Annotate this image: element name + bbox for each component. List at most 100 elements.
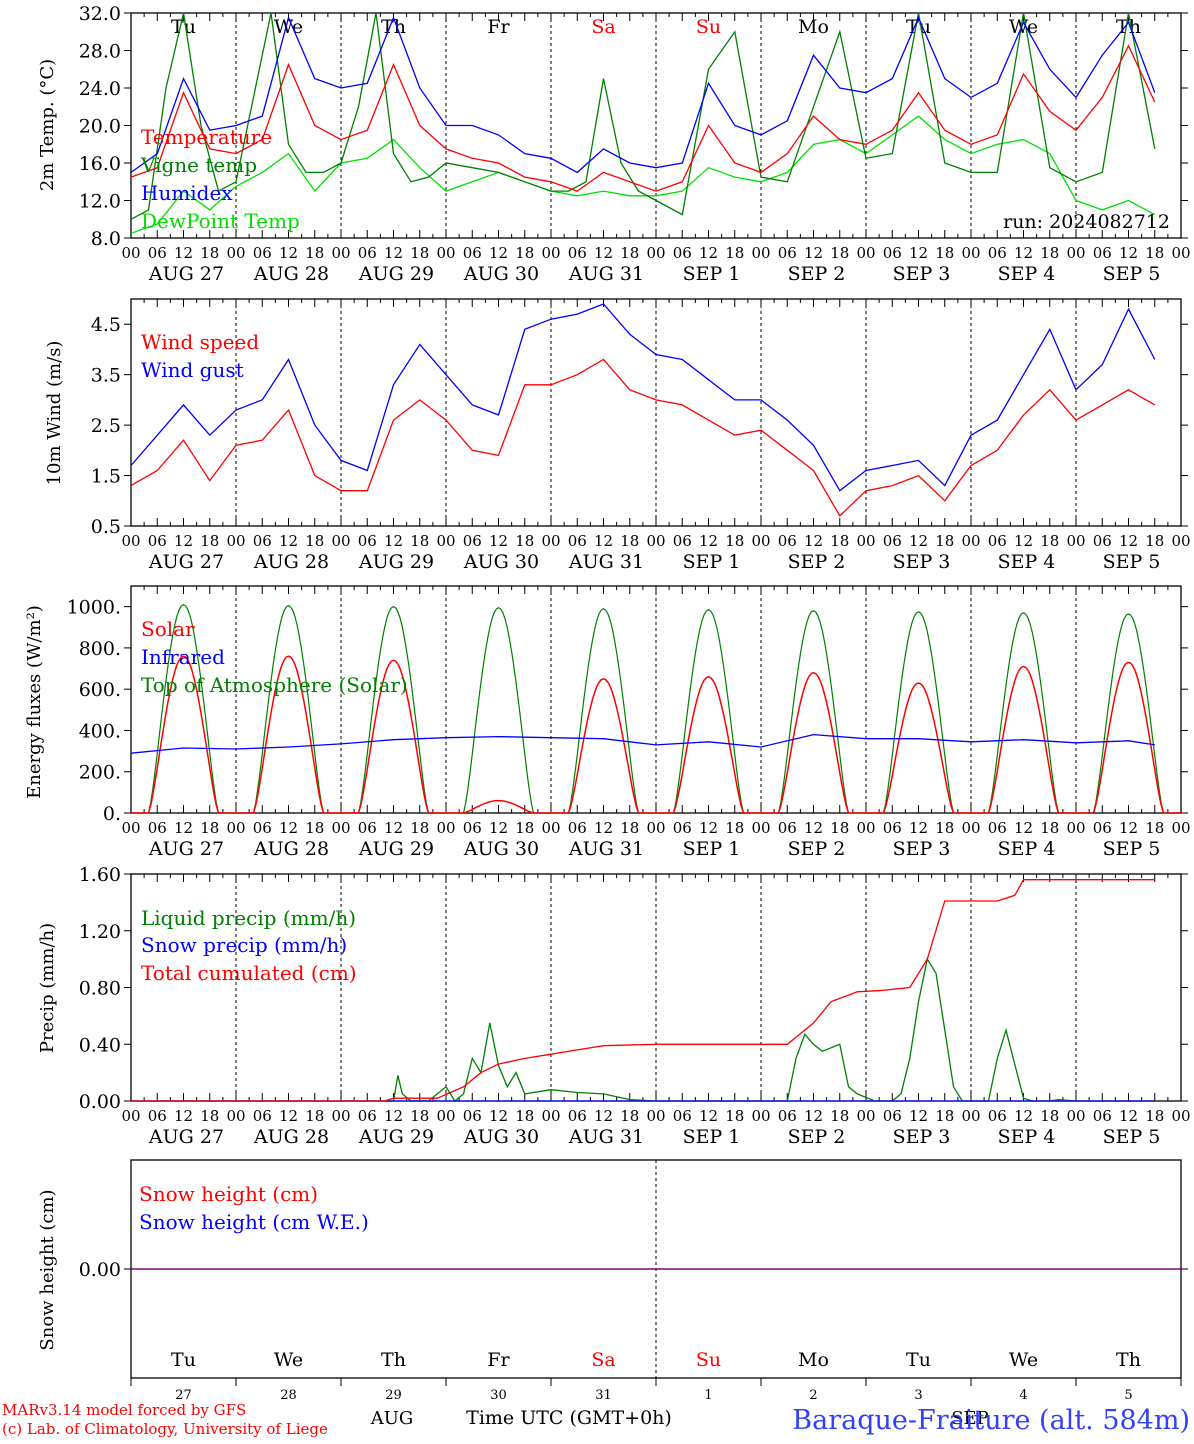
hour-label: 00 <box>436 532 455 550</box>
hour-label: 12 <box>1014 1107 1033 1125</box>
day-number: 28 <box>280 1388 297 1403</box>
hour-label: 06 <box>988 1107 1007 1125</box>
hour-label: 00 <box>121 244 140 262</box>
date-label: AUG 27 <box>148 263 224 285</box>
hour-label: 00 <box>541 532 560 550</box>
date-label: SEP 3 <box>893 838 951 860</box>
hour-label: 00 <box>436 1107 455 1125</box>
month-sep: SEP <box>951 1408 989 1429</box>
hour-label: 12 <box>909 244 928 262</box>
weekday-label: Th <box>381 1349 406 1371</box>
hour-label: 12 <box>909 532 928 550</box>
energy-legend: Solar Infrared Top of Atmosphere (Solar) <box>141 617 408 697</box>
hour-label: 18 <box>1145 1107 1164 1125</box>
hour-label: 12 <box>909 819 928 837</box>
hour-label: 18 <box>515 1107 534 1125</box>
date-label: AUG 27 <box>148 838 224 860</box>
hour-label: 12 <box>489 532 508 550</box>
hour-label: 12 <box>279 1107 298 1125</box>
date-label: AUG 30 <box>463 551 539 573</box>
hour-label: 00 <box>961 532 980 550</box>
date-label: SEP 5 <box>1103 838 1161 860</box>
precip-legend: Liquid precip (mm/h) Snow precip (mm/h) … <box>141 906 357 985</box>
hour-label: 00 <box>541 244 560 262</box>
hour-label: 00 <box>121 819 140 837</box>
hour-label: 12 <box>699 532 718 550</box>
day-number: 5 <box>1124 1388 1132 1403</box>
hour-label: 12 <box>699 244 718 262</box>
y-tick-label: 32.0 <box>79 3 121 25</box>
day-number: 31 <box>595 1388 612 1403</box>
hour-label: 00 <box>1171 819 1190 837</box>
temperature-series <box>130 44 1156 192</box>
hour-label: 06 <box>568 819 587 837</box>
y-tick-label: 0.5 <box>91 516 121 538</box>
month-aug: AUG <box>370 1408 414 1429</box>
hour-label: 12 <box>384 244 403 262</box>
hour-label: 12 <box>384 819 403 837</box>
hour-label: 06 <box>883 819 902 837</box>
date-label: AUG 31 <box>568 263 644 285</box>
panel-content <box>130 12 1181 1270</box>
hour-label: 18 <box>200 819 219 837</box>
hour-label: 18 <box>620 532 639 550</box>
hour-label: 06 <box>883 532 902 550</box>
date-label: SEP 4 <box>998 1126 1056 1148</box>
ylabel-energy: Energy fluxes (W/m²) <box>24 605 45 799</box>
hour-label: 18 <box>725 1107 744 1125</box>
hour-label: 18 <box>410 532 429 550</box>
weekday-label: Fr <box>487 1349 510 1371</box>
hour-label: 00 <box>436 244 455 262</box>
hour-label: 06 <box>988 819 1007 837</box>
hour-label: 12 <box>489 1107 508 1125</box>
hour-label: 00 <box>646 244 665 262</box>
vigne-temp-series <box>130 12 1156 220</box>
hour-label: 06 <box>988 244 1007 262</box>
wind-speed-series <box>130 358 1156 517</box>
hour-label: 12 <box>1119 244 1138 262</box>
hour-label: 00 <box>226 819 245 837</box>
hour-label: 18 <box>305 1107 324 1125</box>
hour-label: 12 <box>1014 244 1033 262</box>
hour-label: 12 <box>804 819 823 837</box>
hour-label: 12 <box>699 819 718 837</box>
weekday-label: Mo <box>798 16 829 38</box>
hour-label: 18 <box>935 819 954 837</box>
ylabel-snow: Snow height (cm) <box>37 1189 58 1350</box>
solar-series <box>131 655 1181 814</box>
y-tick-label: 28.0 <box>79 41 121 63</box>
y-tick-label: 0.00 <box>79 1091 121 1113</box>
y-tick-label: 400. <box>79 720 121 742</box>
hour-label: 12 <box>174 244 193 262</box>
date-label: AUG 30 <box>463 838 539 860</box>
hour-label: 00 <box>541 1107 560 1125</box>
weekday-label: Sa <box>591 1349 615 1371</box>
weekday-label: Tu <box>171 16 196 38</box>
hour-label: 06 <box>988 532 1007 550</box>
hour-label: 06 <box>463 1107 482 1125</box>
snow-legend: Snow height (cm) Snow height (cm W.E.) <box>139 1182 369 1234</box>
hour-label: 00 <box>751 819 770 837</box>
hour-label: 06 <box>778 244 797 262</box>
y-tick-label: 12.0 <box>79 191 121 213</box>
legend-temperature: Temperature <box>141 125 272 149</box>
temp-legend: Temperature Vigne temp Humidex DewPoint … <box>140 125 1170 233</box>
hour-label: 12 <box>594 1107 613 1125</box>
y-tick-label: 4.5 <box>91 314 121 336</box>
hour-label: 06 <box>358 819 377 837</box>
dewpoint-series <box>130 115 1156 234</box>
hour-label: 12 <box>804 532 823 550</box>
hour-label: 18 <box>410 1107 429 1125</box>
hour-label: 12 <box>174 532 193 550</box>
date-label: AUG 28 <box>253 263 329 285</box>
hour-label: 12 <box>594 819 613 837</box>
hour-label: 12 <box>489 244 508 262</box>
hour-label: 00 <box>751 1107 770 1125</box>
legend-wind-speed: Wind speed <box>141 330 259 354</box>
y-tick-label: 600. <box>79 679 121 701</box>
hour-label: 18 <box>935 532 954 550</box>
hour-label: 06 <box>568 532 587 550</box>
y-tick-label: 0.00 <box>79 1259 121 1281</box>
hour-label: 18 <box>1040 244 1059 262</box>
date-label: SEP 1 <box>683 1126 741 1148</box>
